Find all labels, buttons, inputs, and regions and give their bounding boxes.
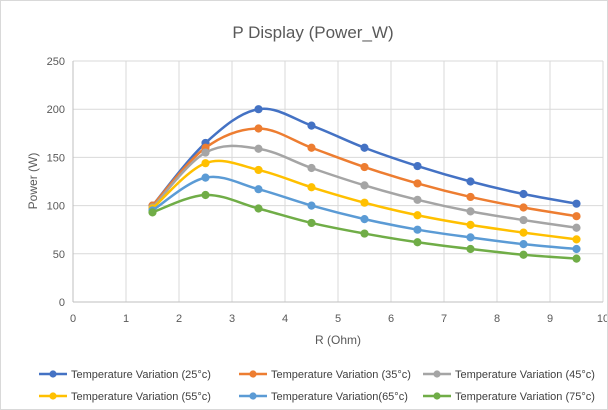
data-point — [466, 220, 475, 229]
data-point — [254, 105, 263, 114]
gridlines — [73, 60, 604, 302]
data-point — [148, 208, 157, 217]
data-point — [201, 148, 210, 157]
data-point — [413, 179, 422, 188]
y-tick-label: 250 — [47, 56, 65, 68]
data-point — [360, 214, 369, 224]
data-point — [360, 229, 369, 238]
chart-title: P Display (Power_W) — [232, 23, 393, 42]
data-point — [413, 238, 422, 247]
y-tick-label: 200 — [47, 104, 65, 116]
x-tick-label: 8 — [494, 313, 500, 325]
data-point — [201, 190, 210, 200]
data-point — [254, 165, 263, 175]
data-point — [519, 203, 528, 212]
data-point — [201, 173, 210, 182]
x-tick-label: 4 — [282, 313, 288, 325]
data-point — [413, 195, 422, 204]
legend-marker — [249, 392, 257, 400]
legend: Temperature Variation (25°c) Temperature … — [39, 369, 595, 403]
legend-marker — [49, 370, 57, 378]
legend-label: Temperature Variation (35°c) — [271, 369, 411, 381]
data-point — [254, 144, 263, 153]
legend-item: Temperature Variation (45°c) — [423, 369, 595, 381]
legend-item: Temperature Variation (55°c) — [39, 391, 211, 403]
x-tick-label: 1 — [123, 313, 129, 325]
data-point — [519, 228, 528, 237]
data-point — [466, 177, 475, 186]
data-point — [519, 215, 528, 225]
data-point — [307, 183, 316, 192]
legend-item: Temperature Variation (25°c) — [39, 369, 211, 381]
data-point — [360, 181, 369, 190]
data-point — [466, 244, 475, 254]
x-tick-label: 5 — [335, 313, 341, 325]
legend-marker — [249, 370, 257, 378]
legend-label: Temperature Variation(65°c) — [271, 391, 408, 403]
legend-item: Temperature Variation (75°c) — [423, 391, 595, 403]
y-tick-label: 50 — [53, 249, 65, 261]
x-tick-label: 10 — [597, 313, 607, 325]
data-point — [360, 162, 369, 172]
data-point — [572, 212, 581, 221]
x-tick-label: 6 — [388, 313, 394, 325]
y-axis-label: Power (W) — [26, 153, 40, 210]
x-tick-label: 0 — [70, 313, 76, 325]
data-point — [413, 161, 422, 171]
x-tick-label: 3 — [229, 313, 235, 325]
x-tick-label: 7 — [441, 313, 447, 325]
data-point — [572, 223, 581, 232]
data-point — [413, 225, 422, 234]
data-point — [360, 143, 369, 152]
data-point — [519, 189, 528, 199]
x-tick-label: 2 — [176, 313, 182, 325]
legend-marker — [49, 392, 57, 400]
data-point — [572, 254, 581, 263]
series-6 — [148, 190, 581, 263]
axes: 0 50 100 150 200 250 0 1 2 3 4 5 6 7 8 9 10 — [47, 56, 607, 325]
data-point — [466, 207, 475, 216]
data-point — [572, 199, 581, 208]
legend-marker — [433, 370, 441, 378]
legend-label: Temperature Variation (55°c) — [71, 391, 211, 403]
data-point — [254, 204, 263, 213]
data-point — [254, 124, 263, 133]
data-point — [466, 192, 475, 202]
data-point — [307, 201, 316, 210]
legend-label: Temperature Variation (45°c) — [455, 369, 595, 381]
data-point — [307, 218, 316, 228]
y-tick-label: 0 — [59, 297, 65, 309]
x-axis-label: R (Ohm) — [315, 333, 361, 347]
y-tick-label: 150 — [47, 152, 65, 164]
legend-item: Temperature Variation(65°c) — [239, 391, 408, 403]
legend-marker — [433, 392, 441, 400]
data-point — [307, 121, 316, 130]
data-point — [360, 198, 369, 207]
x-tick-label: 9 — [547, 313, 553, 325]
data-point — [572, 244, 581, 254]
legend-item: Temperature Variation (35°c) — [239, 369, 411, 381]
y-tick-label: 100 — [47, 201, 65, 213]
data-point — [519, 240, 528, 249]
data-point — [307, 163, 316, 173]
legend-label: Temperature Variation (25°c) — [71, 369, 211, 381]
series-4 — [148, 159, 581, 244]
data-point — [254, 185, 263, 194]
series-group — [148, 105, 581, 263]
data-point — [307, 143, 316, 152]
data-point — [201, 159, 210, 168]
data-point — [519, 250, 528, 259]
data-point — [466, 233, 475, 242]
data-point — [572, 235, 581, 244]
data-point — [413, 211, 422, 220]
legend-label: Temperature Variation (75°c) — [455, 391, 595, 403]
